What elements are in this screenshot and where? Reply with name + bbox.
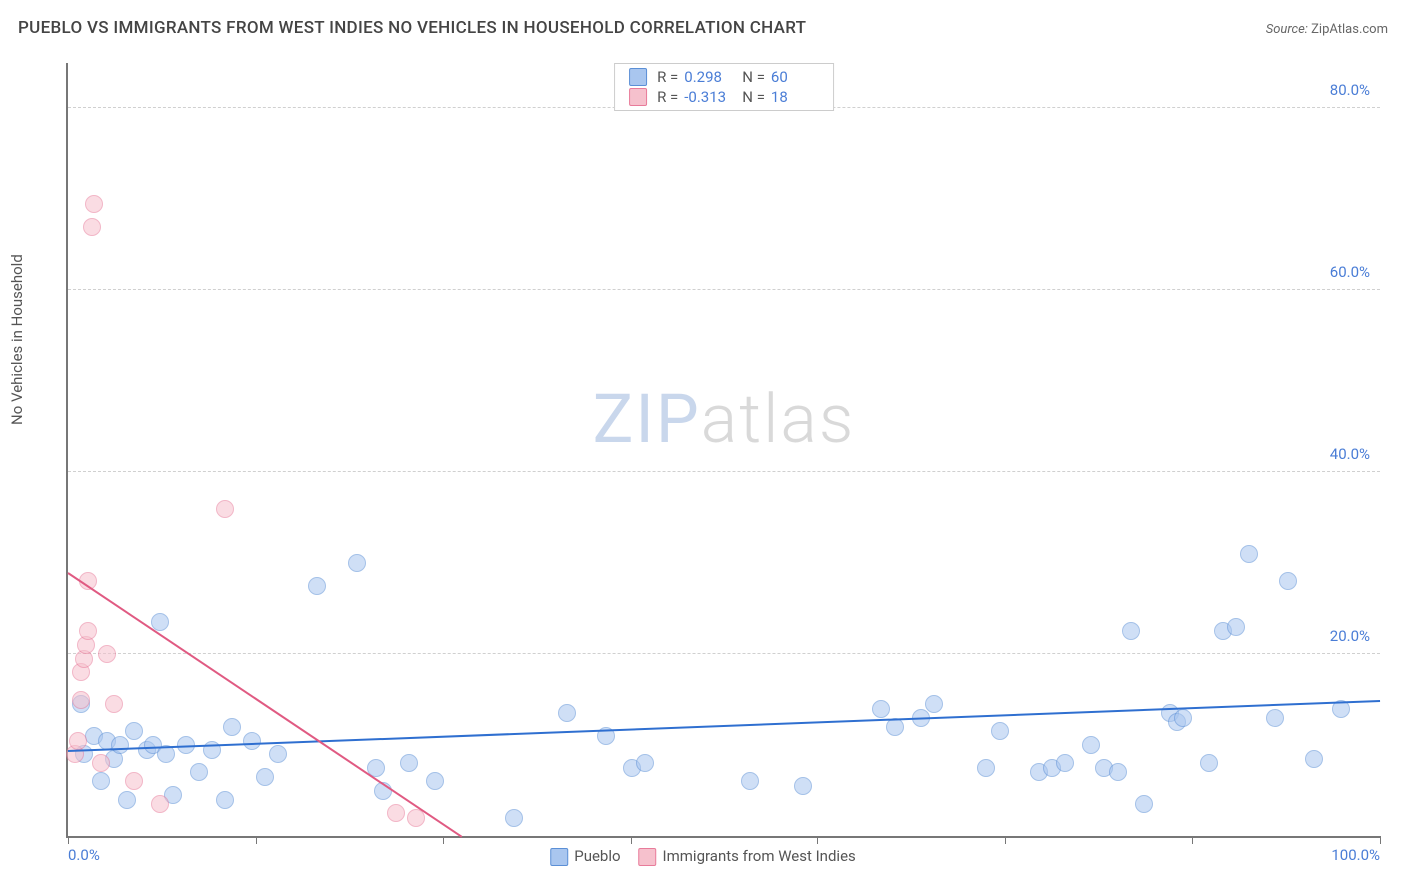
data-point — [216, 500, 234, 518]
data-point — [426, 772, 444, 790]
legend-swatch — [629, 88, 647, 106]
data-point — [111, 736, 129, 754]
data-point — [83, 218, 101, 236]
legend-label: Pueblo — [574, 847, 620, 865]
gridline — [68, 471, 1380, 472]
y-tick-label: 40.0% — [1330, 445, 1370, 463]
data-point — [991, 722, 1009, 740]
watermark: ZIPatlas — [593, 379, 856, 459]
x-tick — [1005, 836, 1006, 844]
series-legend: Pueblo Immigrants from West Indies — [550, 847, 856, 866]
plot-area: ZIPatlas R = 0.298 N = 60 R = -0.313 N = 18 20.… — [66, 63, 1380, 838]
data-point — [92, 772, 110, 790]
data-point — [223, 718, 241, 736]
data-point — [794, 777, 812, 795]
legend-r-value: 0.298 — [684, 68, 732, 86]
data-point — [558, 704, 576, 722]
x-tick — [68, 836, 69, 844]
data-point — [118, 791, 136, 809]
data-point — [1305, 750, 1323, 768]
y-tick-label: 60.0% — [1330, 263, 1370, 281]
data-point — [269, 745, 287, 763]
legend-row: R = 0.298 N = 60 — [629, 67, 819, 87]
data-point — [1082, 736, 1100, 754]
data-point — [243, 732, 261, 750]
legend-item: Immigrants from West Indies — [639, 847, 856, 866]
data-point — [125, 722, 143, 740]
legend-n-label: N = — [742, 88, 765, 106]
legend-n-label: N = — [742, 68, 765, 86]
x-tick — [1192, 836, 1193, 844]
legend-label: Immigrants from West Indies — [663, 847, 856, 865]
data-point — [505, 809, 523, 827]
data-point — [1266, 709, 1284, 727]
gridline — [68, 289, 1380, 290]
data-point — [79, 622, 97, 640]
data-point — [872, 700, 890, 718]
y-tick-label: 20.0% — [1330, 627, 1370, 645]
data-point — [256, 768, 274, 786]
data-point — [925, 695, 943, 713]
legend-row: R = -0.313 N = 18 — [629, 87, 819, 107]
data-point — [98, 645, 116, 663]
legend-swatch — [639, 848, 657, 866]
data-point — [1135, 795, 1153, 813]
data-point — [1279, 572, 1297, 590]
data-point — [348, 554, 366, 572]
chart-container: No Vehicles in Household ZIPatlas R =0.2… — [18, 55, 1388, 874]
data-point — [387, 804, 405, 822]
legend-swatch — [550, 848, 568, 866]
legend-swatch — [629, 68, 647, 86]
data-point — [400, 754, 418, 772]
data-point — [741, 772, 759, 790]
legend-r-label: R = — [657, 88, 678, 106]
data-point — [125, 772, 143, 790]
data-point — [1109, 763, 1127, 781]
data-point — [85, 195, 103, 213]
x-tick — [631, 836, 632, 844]
x-tick — [256, 836, 257, 844]
source-label: Source: — [1266, 22, 1308, 37]
data-point — [105, 695, 123, 713]
legend-r-value: -0.313 — [684, 88, 732, 106]
gridline — [68, 653, 1380, 654]
source-credit: Source: ZipAtlas.com — [1266, 22, 1388, 37]
data-point — [1227, 618, 1245, 636]
data-point — [1174, 709, 1192, 727]
source-value: ZipAtlas.com — [1311, 22, 1388, 37]
x-tick — [443, 836, 444, 844]
watermark-zip: ZIP — [593, 379, 701, 459]
y-tick-label: 80.0% — [1330, 81, 1370, 99]
data-point — [92, 754, 110, 772]
legend-n-value: 18 — [771, 88, 819, 106]
data-point — [1122, 622, 1140, 640]
x-tick-label: 100.0% — [1331, 846, 1380, 864]
data-point — [308, 577, 326, 595]
x-tick — [817, 836, 818, 844]
data-point — [636, 754, 654, 772]
data-point — [977, 759, 995, 777]
legend-item: Pueblo — [550, 847, 620, 866]
x-tick-label: 0.0% — [68, 846, 100, 864]
y-axis-label: No Vehicles in Household — [8, 254, 26, 425]
data-point — [69, 732, 87, 750]
data-point — [151, 795, 169, 813]
data-point — [190, 763, 208, 781]
legend-n-value: 60 — [771, 68, 819, 86]
data-point — [216, 791, 234, 809]
legend-r-label: R = — [657, 68, 678, 86]
page-title: PUEBLO VS IMMIGRANTS FROM WEST INDIES NO… — [18, 18, 806, 38]
correlation-legend: R = 0.298 N = 60 R = -0.313 N = 18 — [614, 63, 834, 111]
watermark-atlas: atlas — [701, 379, 856, 459]
x-tick — [1380, 836, 1381, 844]
data-point — [1056, 754, 1074, 772]
data-point — [72, 691, 90, 709]
data-point — [1200, 754, 1218, 772]
data-point — [1240, 545, 1258, 563]
